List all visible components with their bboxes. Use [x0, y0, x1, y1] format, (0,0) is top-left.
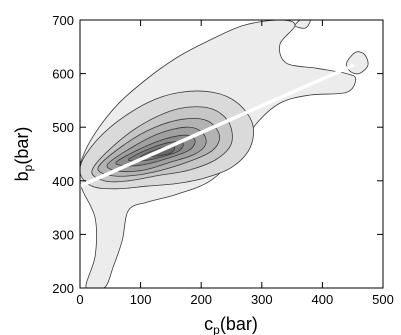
y-tick-label: 600: [52, 67, 74, 82]
y-tick-label: 400: [52, 174, 74, 189]
x-tick-label: 0: [76, 292, 83, 307]
x-tick-label: 100: [130, 292, 152, 307]
contour-island: [345, 51, 369, 75]
x-tick-label: 500: [372, 292, 394, 307]
fit-line: [78, 63, 355, 188]
y-tick-label: 300: [52, 227, 74, 242]
x-tick-label: 400: [312, 292, 334, 307]
y-axis-label: bp(bar): [12, 127, 35, 182]
x-axis-label: cp(bar): [204, 314, 258, 335]
x-tick-label: 300: [251, 292, 273, 307]
x-tick-label: 200: [190, 292, 212, 307]
plot-frame: [79, 19, 384, 289]
y-tick-label: 700: [52, 13, 74, 28]
tick-layer: 0 100 200 300 400 500 200 300 400 500 600 700: [52, 13, 394, 307]
y-tick-label: 500: [52, 120, 74, 135]
y-tick-label: 200: [52, 281, 74, 296]
contour-blob: [294, 20, 311, 29]
